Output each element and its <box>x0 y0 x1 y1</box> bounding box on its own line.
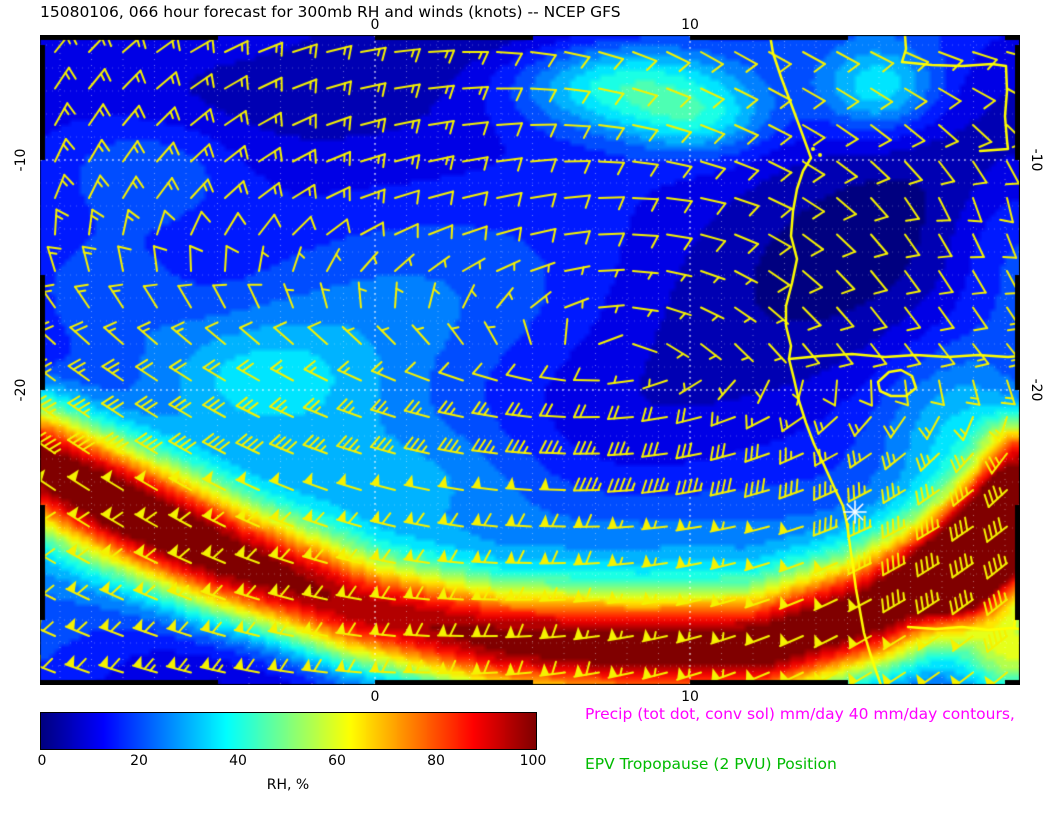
colorbar-canvas <box>40 712 537 750</box>
axis-tick-right-n10: -10 <box>1028 148 1044 172</box>
axis-tick-bottom-0: 0 <box>370 689 380 705</box>
chart-title: 15080106, 066 hour forecast for 300mb RH… <box>40 3 621 21</box>
colorbar-tick-60: 60 <box>328 753 346 769</box>
axis-tick-right-n20: -20 <box>1028 378 1044 402</box>
axis-tick-top-10: 10 <box>681 17 699 33</box>
axis-tick-bottom-10: 10 <box>681 689 699 705</box>
colorbar-tick-40: 40 <box>229 753 247 769</box>
colorbar-label: RH, % <box>266 777 310 793</box>
axis-tick-left-n10: -10 <box>13 148 29 172</box>
colorbar-tick-20: 20 <box>130 753 148 769</box>
legend-tropopause: EPV Tropopause (2 PVU) Position <box>585 755 837 773</box>
colorbar-tick-80: 80 <box>427 753 445 769</box>
axis-tick-left-n20: -20 <box>13 378 29 402</box>
colorbar-tick-0: 0 <box>37 753 47 769</box>
colorbar-tick-100: 100 <box>519 753 547 769</box>
map-canvas <box>40 35 1020 685</box>
legend-precip: Precip (tot dot, conv sol) mm/day 40 mm/… <box>585 705 1015 723</box>
axis-tick-top-0: 0 <box>370 17 380 33</box>
